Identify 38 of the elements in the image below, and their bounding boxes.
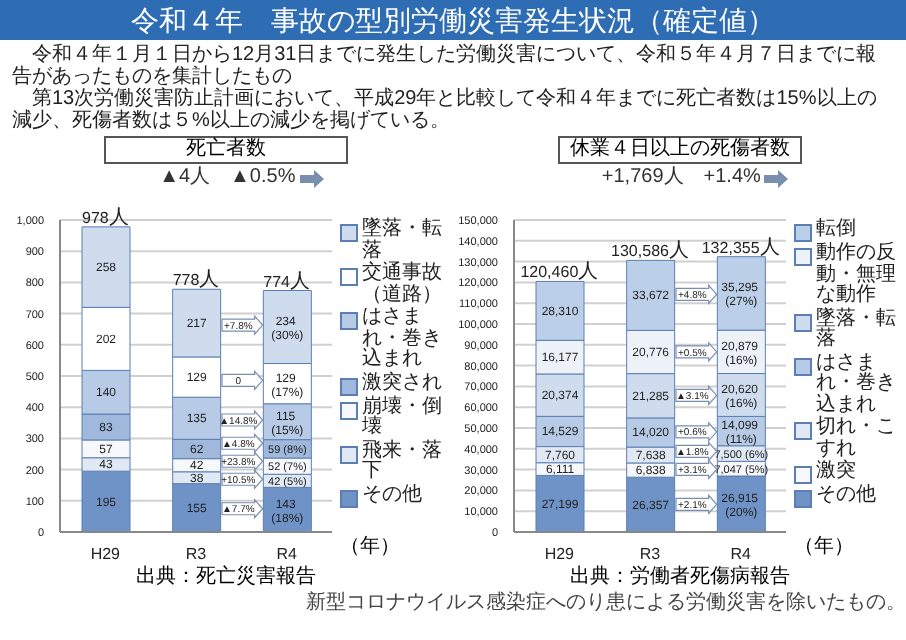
- text: 新型コロナウイルス感染症へのり患による労働災害を除いたもの。: [306, 592, 906, 614]
- text: +1,769人 +1.4%: [601, 166, 761, 190]
- chart-title: 死亡者数: [104, 136, 348, 164]
- legend-label: 転倒: [816, 218, 856, 241]
- legend-label: はさまれ・巻き込まれ: [816, 351, 898, 415]
- x-axis-title: （年）: [794, 536, 854, 560]
- text: 令和４年１月１日から12月31日までに発生した労働災害について、令和５年４月７日までに報告があったものを集計したもの: [12, 44, 879, 88]
- total-label: 774人: [263, 270, 311, 293]
- total-label: 778人: [172, 269, 220, 292]
- legend-label: 激突: [816, 460, 856, 483]
- x-tick-label: H29: [90, 545, 122, 564]
- total-label: 130,586人: [611, 240, 689, 263]
- chart-title: 休業４日以上の死傷者数: [558, 136, 802, 164]
- legend-label: 墜落・転落: [362, 218, 444, 261]
- x-tick-label: R3: [639, 545, 662, 564]
- legend-label: その他: [362, 483, 422, 506]
- legend-label: 墜落・転落: [816, 307, 898, 351]
- legend-label: 激突され: [362, 371, 442, 394]
- legend-label: 崩壊・倒壊: [362, 395, 444, 439]
- legend-label: はさまれ・巻き込まれ: [362, 306, 444, 371]
- x-axis-title: （年）: [340, 536, 400, 560]
- x-tick-label: R3: [185, 545, 208, 564]
- source-note: 出典：労働者死傷病報告: [568, 566, 792, 590]
- source-note: 出典：死亡災害報告: [134, 566, 318, 590]
- x-tick-label: H29: [544, 545, 576, 564]
- legend-label: 交通事故（道路）: [362, 262, 444, 306]
- legend-label: 切れ・こすれ: [816, 416, 898, 459]
- x-tick-label: R4: [730, 545, 752, 564]
- text: 第13次労働災害防止計画において、平成29年と比較して令和４年までに死亡者数は15%以上の減少、死傷者数は５%以上の減少を掲げている。: [12, 88, 879, 132]
- total-label: 120,460人: [520, 261, 599, 284]
- legend-label: その他: [816, 484, 876, 507]
- text: 令和４年 事故の型別労働災害発生状況（確定値）: [0, 0, 906, 40]
- text: ▲4人 ▲0.5%: [159, 166, 296, 190]
- total-label: 132,355人: [701, 236, 780, 259]
- legend-label: 動作の反動・無理な動作: [816, 242, 898, 307]
- x-tick-label: R4: [276, 545, 298, 564]
- total-label: 978人: [81, 206, 129, 229]
- legend-label: 飛来・落下: [362, 439, 444, 483]
